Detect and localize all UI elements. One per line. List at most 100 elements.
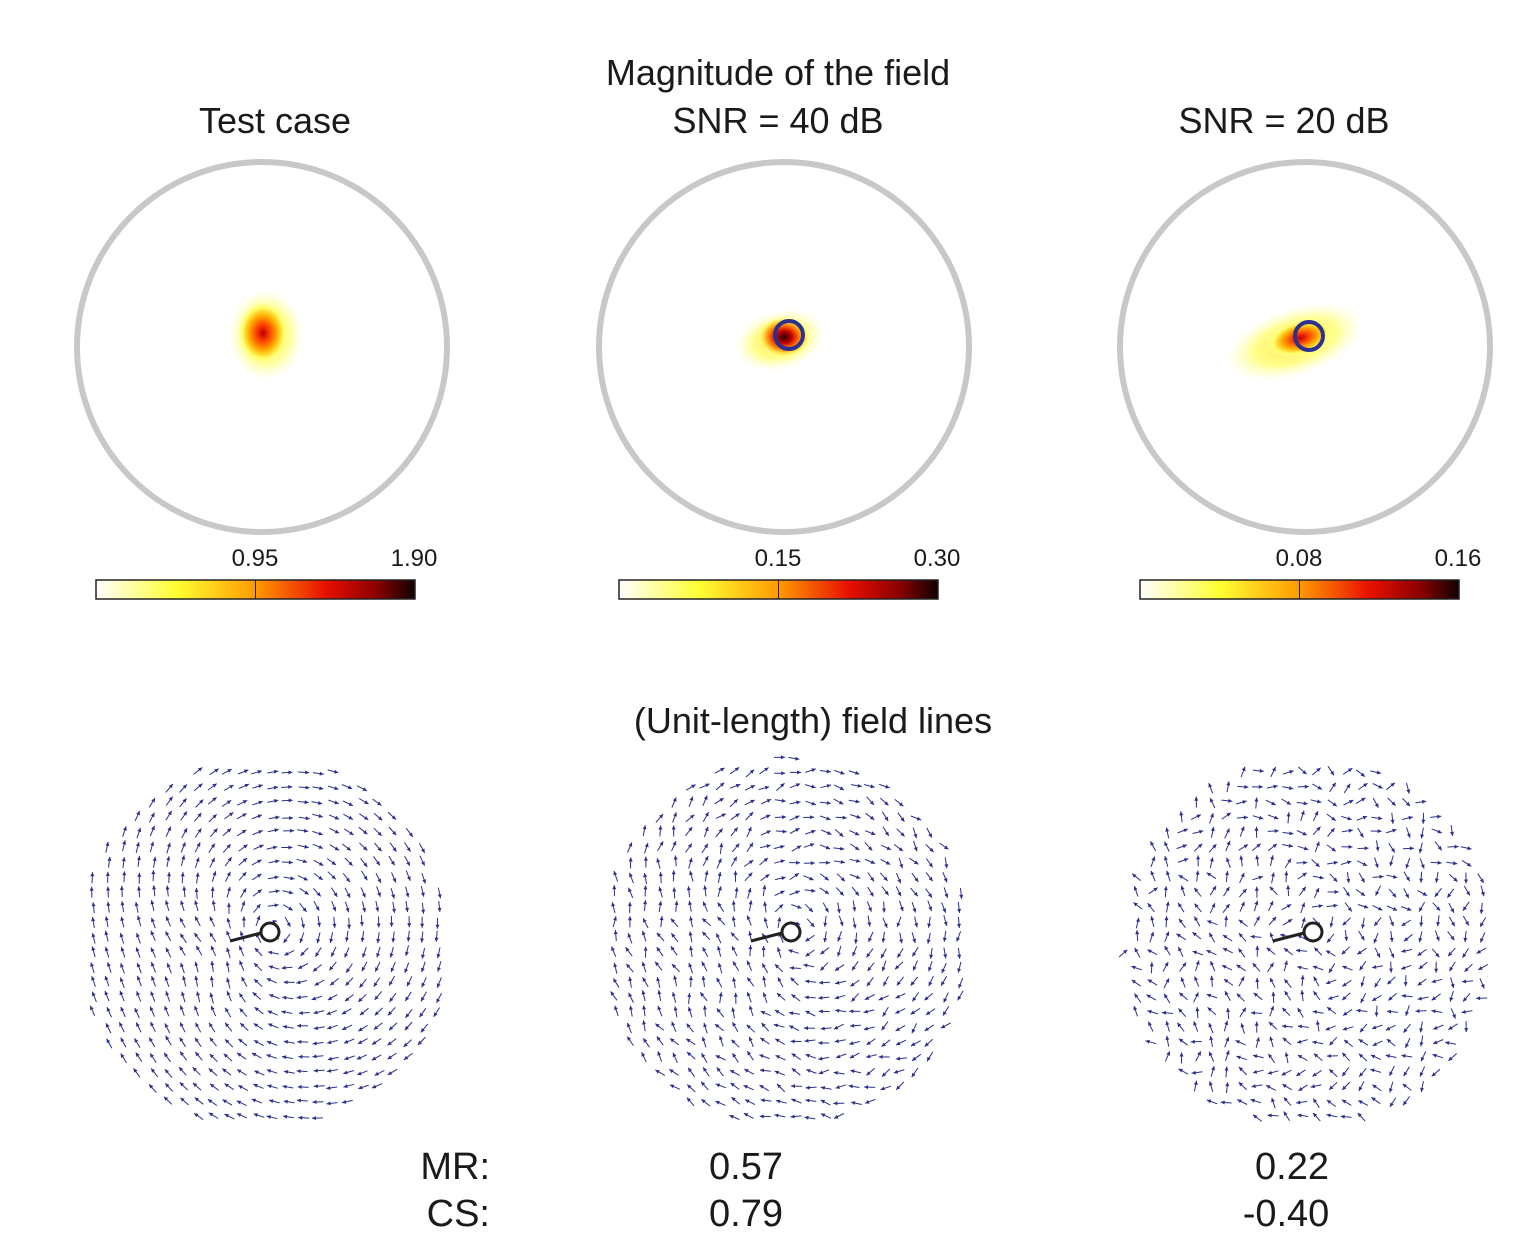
field-arrow-head <box>274 875 279 880</box>
field-arrow-head <box>1479 878 1484 883</box>
field-arrow-head <box>225 961 230 966</box>
field-arrow-head <box>1254 1021 1259 1026</box>
field-arrow-head <box>778 904 784 909</box>
field-arrow-head <box>318 861 324 866</box>
field-arrow-head <box>796 860 801 865</box>
field-arrow-head <box>641 1052 646 1057</box>
field-arrow-head <box>704 856 709 861</box>
field-arrow-head <box>1331 847 1336 852</box>
field-arrow-head <box>1236 964 1241 969</box>
field-arrow-head <box>1360 878 1365 883</box>
field-arrow-head <box>389 953 394 958</box>
field-arrow-head <box>391 894 395 899</box>
field-arrow-head <box>1286 812 1291 817</box>
field-arrow-head <box>674 900 679 906</box>
field-arrow-head <box>1358 1086 1363 1091</box>
field-arrow-head <box>433 1012 438 1017</box>
field-arrow-head <box>179 1037 184 1042</box>
field-arrow-head <box>704 812 709 817</box>
field-arrow-head <box>1357 950 1362 955</box>
field-arrow-head <box>1164 856 1168 861</box>
field-arrow-head <box>686 886 691 891</box>
field-arrow-head <box>702 931 707 936</box>
field-arrow-head <box>195 1022 200 1028</box>
field-arrow-head <box>1164 945 1169 951</box>
field-arrow-head <box>733 799 738 804</box>
field-arrow-head <box>167 842 171 848</box>
field-arrow-head <box>180 1097 185 1102</box>
field-arrow-head <box>1150 916 1155 921</box>
field-arrow-head <box>362 787 367 791</box>
field-arrow-head <box>196 945 200 951</box>
field-arrow-head <box>868 937 872 942</box>
field-arrow-head <box>826 816 831 821</box>
field-arrow-head <box>1314 947 1319 952</box>
field-arrow-head <box>183 811 187 816</box>
field-arrow-head <box>1303 860 1308 865</box>
field-arrow-head <box>730 932 736 937</box>
field-arrow-head <box>1271 801 1276 805</box>
field-arrow-head <box>209 1037 214 1042</box>
field-arrow-head <box>719 782 725 787</box>
field-arrow-head <box>659 841 664 846</box>
field-arrow-head <box>670 946 675 951</box>
field-arrow-head <box>1479 909 1484 914</box>
field-arrow-head <box>1464 1028 1469 1033</box>
head-map-test-case <box>74 159 450 535</box>
field-arrow-head <box>658 825 663 830</box>
field-arrow-head <box>288 798 293 803</box>
field-arrow-head <box>1238 933 1243 938</box>
field-arrow-head <box>1131 980 1136 984</box>
field-arrow-head <box>313 1010 318 1015</box>
field-arrow-head <box>387 1071 393 1075</box>
field-arrow-head <box>242 888 247 893</box>
field-arrow-head <box>1210 961 1214 966</box>
field-arrow-head <box>222 1099 227 1104</box>
field-arrow-head <box>1347 816 1352 821</box>
field-arrow-head <box>715 1055 721 1059</box>
field-arrow-head <box>227 769 232 773</box>
field-arrow-head <box>1315 1020 1320 1025</box>
field-arrow-head <box>151 870 156 875</box>
field-arrow-head <box>867 922 872 927</box>
field-arrow-head <box>820 1113 826 1118</box>
field-arrow-head <box>1465 921 1469 926</box>
field-arrow-head <box>406 861 410 866</box>
field-arrow-head <box>1448 1025 1453 1030</box>
field-arrow-head <box>242 858 248 863</box>
field-arrow-head <box>1437 860 1442 865</box>
field-arrow-head <box>1226 840 1231 846</box>
field-arrow-head <box>941 981 945 986</box>
field-arrow-head <box>854 846 860 851</box>
field-arrow-head <box>1461 1009 1466 1014</box>
field-arrow-head <box>1375 847 1380 852</box>
field-arrow-head <box>1182 962 1187 967</box>
field-arrow-head <box>165 947 170 953</box>
field-arrow-head <box>702 1005 707 1010</box>
field-arrow-head <box>1390 921 1394 927</box>
field-arrow-head <box>1360 935 1365 941</box>
field-arrow-head <box>805 1098 810 1103</box>
field-arrow-head <box>1220 1100 1225 1105</box>
field-arrow-head <box>209 1022 213 1028</box>
field-arrow-head <box>1238 1082 1243 1087</box>
field-arrow-head <box>1419 878 1424 883</box>
field-arrow-head <box>1253 1114 1258 1119</box>
field-arrow-head <box>942 937 947 942</box>
field-arrow-head <box>282 1084 287 1089</box>
field-arrow-head <box>791 1084 795 1089</box>
field-arrow-head <box>688 857 693 863</box>
field-arrow-head <box>928 967 932 972</box>
field-arrow-head <box>1328 968 1333 973</box>
field-arrow-head <box>808 907 813 912</box>
field-arrow-head <box>1415 1009 1420 1013</box>
field-arrow-head <box>1360 891 1366 896</box>
field-arrow-head <box>836 1054 841 1059</box>
field-arrow-head <box>237 1069 242 1074</box>
field-arrow-head <box>304 800 309 805</box>
field-arrow-head <box>1378 816 1383 821</box>
field-arrow-head <box>212 814 217 819</box>
field-arrow-head <box>165 885 170 890</box>
field-arrow-head <box>1267 1070 1273 1075</box>
field-arrow-head <box>701 1099 706 1104</box>
